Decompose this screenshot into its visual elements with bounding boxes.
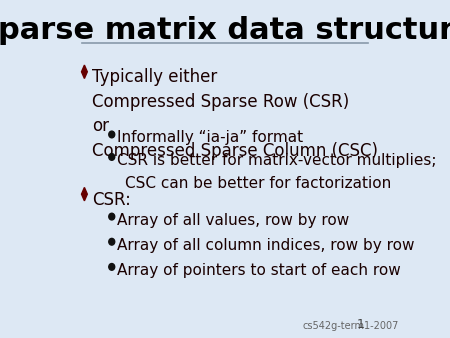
Text: CSR:: CSR: [92, 191, 131, 209]
Text: Array of all values, row by row: Array of all values, row by row [117, 213, 350, 227]
Circle shape [109, 153, 115, 160]
Text: Compressed Sparse Column (CSC): Compressed Sparse Column (CSC) [92, 142, 378, 160]
Text: Typically either: Typically either [92, 68, 217, 87]
Text: cs542g-term1-2007: cs542g-term1-2007 [302, 320, 399, 331]
Circle shape [109, 213, 115, 220]
Text: or: or [92, 117, 109, 136]
Text: Informally “ia-ja” format: Informally “ia-ja” format [117, 130, 304, 145]
Polygon shape [81, 188, 87, 201]
Circle shape [109, 238, 115, 245]
Text: Compressed Sparse Row (CSR): Compressed Sparse Row (CSR) [92, 93, 349, 111]
Text: CSR is better for matrix-vector multiplies;: CSR is better for matrix-vector multipli… [117, 153, 437, 168]
Circle shape [109, 264, 115, 270]
Text: Sparse matrix data structure: Sparse matrix data structure [0, 17, 450, 46]
Text: Array of pointers to start of each row: Array of pointers to start of each row [117, 263, 401, 278]
Polygon shape [81, 65, 87, 78]
Text: Array of all column indices, row by row: Array of all column indices, row by row [117, 238, 415, 253]
Circle shape [109, 131, 115, 138]
Text: CSC can be better for factorization: CSC can be better for factorization [125, 176, 391, 191]
Text: 1: 1 [357, 318, 365, 331]
